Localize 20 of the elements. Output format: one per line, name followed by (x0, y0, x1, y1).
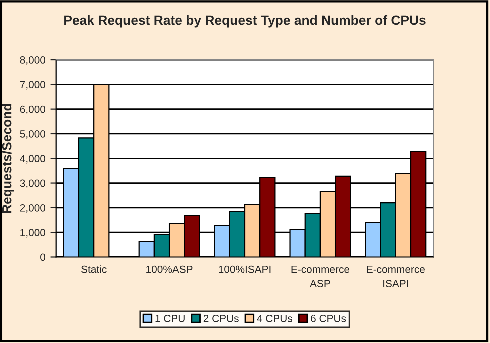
y-tick-label: 3,000 (20, 180, 46, 188)
legend-label: 6 CPUs (311, 314, 346, 322)
y-tick-label: 1,000 (20, 229, 46, 238)
chart-title: Peak Request Rate by Request Type and Number of CPUs (64, 15, 426, 28)
y-tick-label: 0 (40, 254, 46, 262)
x-tick-label: E-commerce ISAPI (367, 266, 425, 288)
x-tick-label: Static (82, 266, 107, 274)
x-tick-label: 100%ISAPI (219, 266, 271, 274)
x-tick-label: 100%ASP (146, 266, 193, 274)
legend-label: 2 CPUs (204, 314, 239, 322)
y-tick-label: 7,000 (20, 81, 46, 90)
legend-label: 4 CPUs (257, 314, 292, 322)
y-tick-label: 2,000 (20, 204, 46, 214)
y-axis-title: Requests/Second (2, 104, 14, 214)
x-tick-label: E-commerce ASP (292, 266, 350, 288)
legend-label: 1 CPU (156, 314, 185, 322)
y-tick-label: 4,000 (20, 155, 46, 164)
y-tick-label: 6,000 (20, 106, 46, 114)
y-tick-label: 8,000 (20, 56, 46, 66)
y-tick-label: 5,000 (20, 130, 46, 140)
